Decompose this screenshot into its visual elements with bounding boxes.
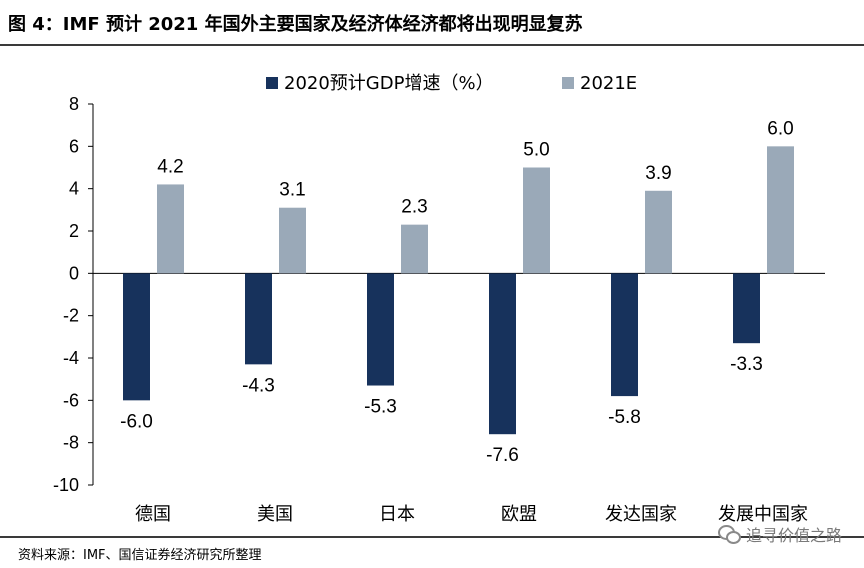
category-label: 日本 bbox=[379, 504, 415, 525]
y-tick-label: 0 bbox=[69, 263, 79, 283]
bar-gdp-2021e bbox=[401, 224, 428, 274]
watermark: 追寻价值之路 bbox=[717, 522, 842, 546]
data-label: 2.3 bbox=[401, 197, 427, 218]
source-note: 资料来源：IMF、国信证券经济研究所整理 bbox=[18, 548, 262, 563]
data-label: -7.6 bbox=[486, 445, 519, 466]
wechat-icon bbox=[717, 525, 741, 544]
data-label: -3.3 bbox=[730, 354, 763, 375]
category-label: 美国 bbox=[257, 504, 293, 525]
legend-label: 2020预计GDP增速（%） bbox=[284, 73, 494, 94]
bar-gdp-2020 bbox=[245, 273, 272, 365]
data-label: -6.0 bbox=[120, 411, 153, 432]
bar-gdp-2021e bbox=[523, 167, 550, 274]
category-label: 德国 bbox=[135, 504, 171, 525]
chart-bars: -6.0 -4.3 -5.3 -7.6 -5.8 -3.3 4.2 3.1 2.3 5.0 3.9 6… bbox=[93, 118, 825, 466]
data-label: 4.2 bbox=[157, 156, 183, 177]
bar-gdp-2021e bbox=[279, 207, 306, 274]
y-axis: 8 6 4 2 0 -2 -4 -6 -8 -10 bbox=[53, 94, 94, 495]
data-label: 3.1 bbox=[279, 180, 305, 201]
title-rule bbox=[0, 44, 864, 46]
y-tick-label: -10 bbox=[53, 475, 79, 495]
bar-gdp-2021e bbox=[157, 184, 184, 274]
legend-swatch bbox=[266, 77, 278, 89]
chart-legend: 2020预计GDP增速（%） 2021E bbox=[266, 73, 637, 94]
data-label: -4.3 bbox=[242, 375, 275, 396]
bar-gdp-2021e bbox=[645, 190, 672, 274]
y-tick-label: 2 bbox=[69, 221, 79, 241]
footer-rule bbox=[0, 536, 864, 538]
watermark-text: 追寻价值之路 bbox=[745, 526, 842, 545]
bar-gdp-2020 bbox=[611, 273, 638, 397]
category-label: 欧盟 bbox=[501, 504, 537, 525]
y-tick-label: 6 bbox=[69, 136, 79, 156]
x-axis: 德国 美国 日本 欧盟 发达国家 发展中国家 bbox=[135, 504, 808, 525]
y-tick-label: 4 bbox=[69, 179, 79, 199]
data-label: 3.9 bbox=[645, 163, 671, 184]
category-label: 发达国家 bbox=[605, 504, 677, 525]
bar-gdp-2020 bbox=[489, 273, 516, 435]
y-tick-label: 8 bbox=[69, 94, 79, 114]
legend-label: 2021E bbox=[580, 73, 637, 94]
y-tick-label: -8 bbox=[63, 433, 79, 453]
data-label: -5.3 bbox=[364, 397, 397, 418]
bar-gdp-2021e bbox=[767, 146, 794, 274]
legend-swatch bbox=[562, 77, 574, 89]
bar-gdp-2020 bbox=[123, 273, 150, 401]
bar-gdp-2020 bbox=[367, 273, 394, 386]
figure-title: 图 4：IMF 预计 2021 年国外主要国家及经济体经济都将出现明显复苏 bbox=[8, 14, 583, 35]
data-label: 5.0 bbox=[523, 140, 549, 161]
y-tick-label: -4 bbox=[63, 348, 79, 368]
data-label: -5.8 bbox=[608, 407, 641, 428]
y-tick-label: -6 bbox=[63, 390, 79, 410]
bar-gdp-2020 bbox=[733, 273, 760, 344]
data-label: 6.0 bbox=[767, 118, 793, 139]
bar-chart: 2020预计GDP增速（%） 2021E 8 6 4 2 0 -2 -4 -6 -8 -10 -6.… bbox=[53, 73, 825, 525]
y-tick-label: -2 bbox=[63, 306, 79, 326]
category-label: 发展中国家 bbox=[718, 504, 808, 525]
